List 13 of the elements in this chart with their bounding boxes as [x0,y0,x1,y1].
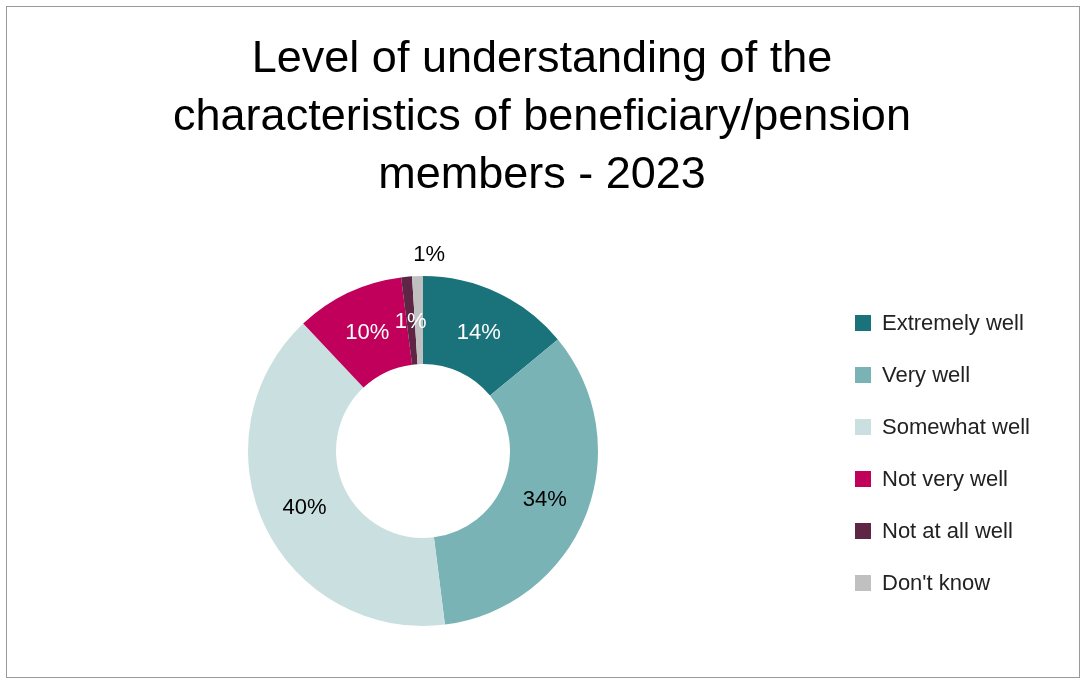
chart-title: Level of understanding of the characteristics of beneficiary/pension members - 2023 [173,31,911,198]
legend-label: Don't know [882,570,991,595]
donut-slice [433,339,598,625]
data-label: 14% [456,319,501,345]
data-label: 1% [413,241,446,267]
legend-label: Very well [882,362,971,387]
data-label: 40% [282,493,327,519]
legend-label: Extremely well [882,310,1024,335]
legend-label: Not very well [882,466,1008,491]
data-label: 34% [522,486,567,512]
data-label: 10% [345,319,390,345]
legend-label: Not at all well [882,518,1013,543]
legend-label: Somewhat well [882,414,1030,439]
